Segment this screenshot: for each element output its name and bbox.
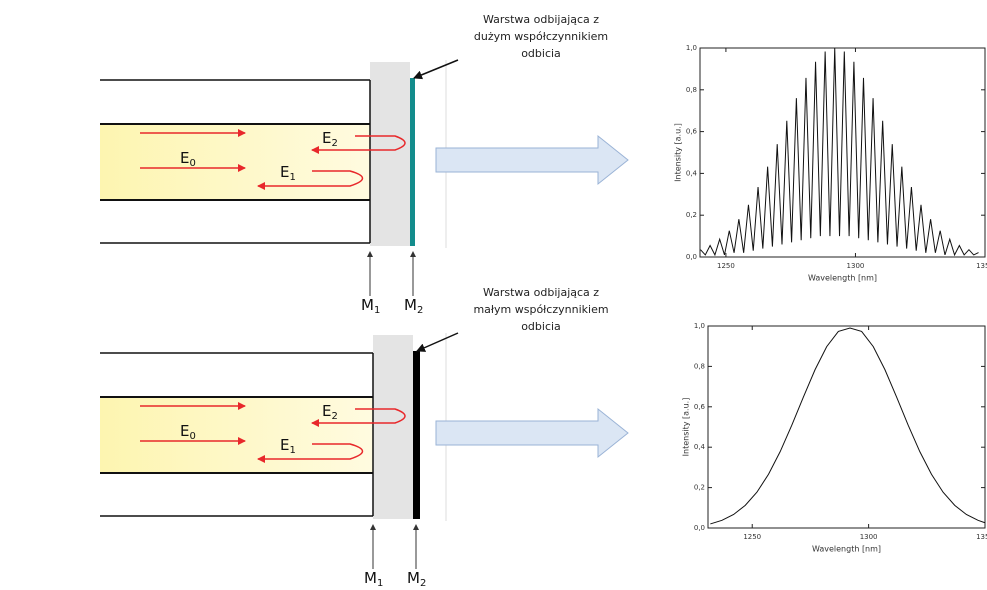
mirror-label-subscript: 1 bbox=[377, 578, 383, 589]
x-tick-label: 1250 bbox=[717, 262, 735, 270]
annotation: odbicia bbox=[521, 320, 561, 333]
flow-arrow bbox=[435, 407, 629, 459]
spectrum-line bbox=[700, 47, 979, 257]
field-label: E2 bbox=[322, 402, 338, 423]
y-tick-label: 0,8 bbox=[694, 362, 705, 370]
annotation-arrow bbox=[416, 332, 459, 352]
field-label: E0 bbox=[180, 149, 196, 170]
annotation: małym współczynnikiem bbox=[473, 303, 608, 316]
y-tick-label: 0,4 bbox=[686, 169, 698, 177]
x-tick-label: 1350 bbox=[976, 533, 987, 541]
field-label-symbol: E bbox=[322, 402, 331, 420]
field-label: E1 bbox=[280, 163, 296, 184]
mirror-label: M1 bbox=[364, 569, 383, 590]
annotation-arrow bbox=[413, 59, 459, 80]
y-tick-label: 0,6 bbox=[686, 128, 698, 136]
x-tick-label: 1300 bbox=[860, 533, 878, 541]
field-label-subscript: 0 bbox=[189, 431, 195, 442]
field-label: E1 bbox=[280, 436, 296, 457]
mirror-label-subscript: 1 bbox=[374, 305, 380, 316]
ray-reflected bbox=[257, 443, 364, 463]
plot-frame bbox=[707, 325, 986, 529]
y-tick-label: 1,0 bbox=[686, 44, 697, 52]
field-label-subscript: 2 bbox=[331, 138, 337, 149]
x-tick-label: 1250 bbox=[743, 533, 761, 541]
y-tick-label: 0,0 bbox=[686, 253, 697, 261]
core bbox=[100, 124, 370, 200]
ray-reflected bbox=[257, 170, 364, 190]
ray-reflected bbox=[311, 408, 406, 427]
field-label: E2 bbox=[322, 129, 338, 150]
field-label-symbol: E bbox=[280, 436, 289, 454]
mirror-label: M2 bbox=[404, 296, 423, 317]
field-label-symbol: E bbox=[180, 149, 189, 167]
annotation: odbicia bbox=[521, 47, 561, 60]
annotation: Warstwa odbijająca z bbox=[483, 13, 599, 26]
plot-frame bbox=[699, 47, 986, 258]
mirror-label-subscript: 2 bbox=[420, 578, 426, 589]
y-tick-label: 0,2 bbox=[694, 484, 705, 492]
mirror-label-symbol: M bbox=[364, 569, 377, 587]
mirror-label-subscript: 2 bbox=[417, 305, 423, 316]
y-tick-label: 1,0 bbox=[694, 322, 705, 330]
y-tick-label: 0,4 bbox=[694, 443, 706, 451]
field-label-subscript: 1 bbox=[289, 172, 295, 183]
gap-layer bbox=[373, 335, 413, 519]
field-label-subscript: 1 bbox=[289, 445, 295, 456]
y-axis-label: Intensity [a.u.] bbox=[682, 398, 691, 457]
spectrum-line bbox=[710, 327, 986, 525]
mirror-label-symbol: M bbox=[407, 569, 420, 587]
y-tick-label: 0,0 bbox=[694, 524, 705, 532]
field-label-symbol: E bbox=[180, 422, 189, 440]
field-label-symbol: E bbox=[280, 163, 289, 181]
flow-arrow bbox=[435, 134, 629, 186]
mirror-label: M1 bbox=[361, 296, 380, 317]
x-axis-label: Wavelength [nm] bbox=[808, 274, 877, 283]
mirror-label: M2 bbox=[407, 569, 426, 590]
ray-reflected bbox=[311, 135, 406, 154]
field-label-subscript: 2 bbox=[331, 411, 337, 422]
mirror bbox=[413, 351, 420, 519]
x-tick-label: 1300 bbox=[847, 262, 865, 270]
annotation: Warstwa odbijająca z bbox=[483, 286, 599, 299]
core bbox=[100, 397, 373, 473]
field-label: E0 bbox=[180, 422, 196, 443]
annotation: dużym współczynnikiem bbox=[474, 30, 608, 43]
y-axis-label: Intensity [a.u.] bbox=[674, 123, 683, 182]
x-axis-label: Wavelength [nm] bbox=[812, 545, 881, 554]
mirror bbox=[410, 78, 415, 246]
y-tick-label: 0,8 bbox=[686, 86, 697, 94]
field-label-symbol: E bbox=[322, 129, 331, 147]
y-tick-label: 0,6 bbox=[694, 403, 706, 411]
x-tick-label: 1350 bbox=[976, 262, 987, 270]
mirror-label-symbol: M bbox=[404, 296, 417, 314]
gap-layer bbox=[370, 62, 410, 246]
mirror-label-symbol: M bbox=[361, 296, 374, 314]
y-tick-label: 0,2 bbox=[686, 211, 697, 219]
field-label-subscript: 0 bbox=[189, 158, 195, 169]
